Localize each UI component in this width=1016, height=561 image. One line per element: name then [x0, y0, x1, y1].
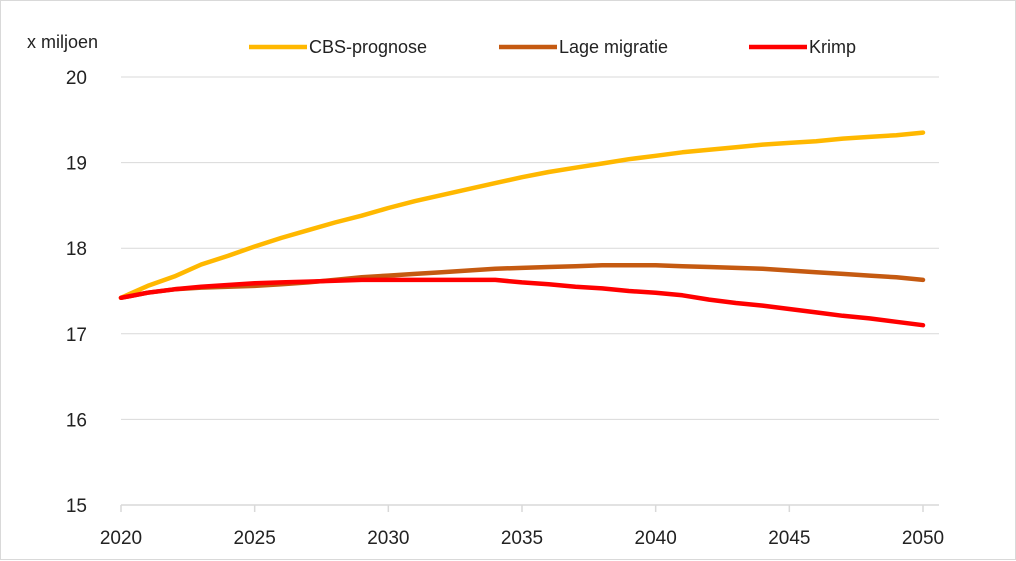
y-tick-label-16: 16 [66, 410, 87, 431]
x-tick-labels: 2020 2025 2030 2035 2040 2045 2050 [100, 528, 944, 549]
y-tick-label-15: 15 [66, 496, 87, 517]
series-lines [118, 130, 926, 328]
y-tick-label-19: 19 [66, 154, 87, 175]
x-tick-label-2040: 2040 [635, 528, 677, 549]
grid-lines [121, 76, 939, 420]
series-line-krimp [118, 277, 926, 328]
y-tick-label-20: 20 [66, 68, 87, 89]
legend: CBS-prognose Lage migratie Krimp [249, 37, 856, 57]
x-tick-label-2045: 2045 [768, 528, 810, 549]
y-tick-label-17: 17 [66, 325, 87, 346]
legend-label-cbs-prognose: CBS-prognose [309, 37, 427, 57]
legend-label-krimp: Krimp [809, 37, 856, 57]
y-unit-label: x miljoen [27, 32, 98, 52]
x-tick-label-2030: 2030 [367, 528, 409, 549]
y-tick-label-18: 18 [66, 239, 87, 260]
legend-label-lage-migratie: Lage migratie [559, 37, 668, 57]
x-tick-label-2035: 2035 [501, 528, 543, 549]
y-tick-labels: 15 16 17 18 19 20 [66, 68, 87, 517]
series-line-lage-migratie [118, 263, 926, 301]
x-tick-label-2020: 2020 [100, 528, 142, 549]
x-tick-label-2025: 2025 [234, 528, 276, 549]
series-line-cbs-prognose [118, 130, 926, 301]
x-axis [120, 504, 939, 512]
x-tick-label-2050: 2050 [902, 528, 944, 549]
